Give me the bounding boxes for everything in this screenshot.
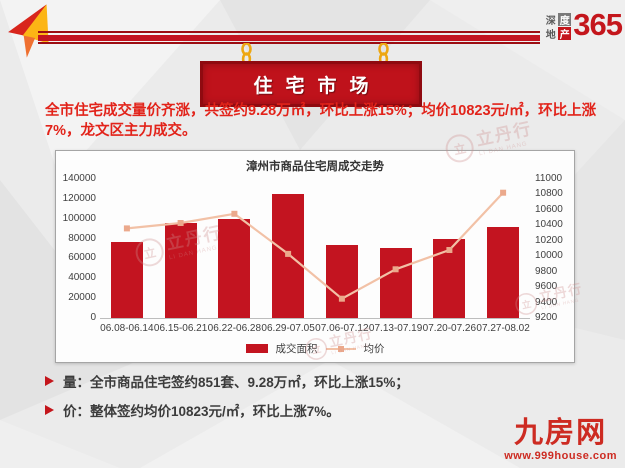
arrow-bullet-icon: [45, 376, 54, 386]
line-legend-label: 均价: [363, 343, 385, 355]
axis-tick-label: 10600: [535, 203, 563, 215]
axis-tick-label: 9200: [535, 312, 558, 323]
chart-title: 漳州市商品住宅周成交走势: [246, 161, 384, 173]
chart-plot-area: [100, 179, 530, 319]
axis-tick-label: 10800: [535, 188, 563, 200]
jiufangwang-logo: 九房网 www.999house.com: [504, 417, 617, 463]
axis-tick-label: 0: [90, 312, 96, 323]
bullet-price: 价：整体签约均价10823元/㎡，环比上涨7%。: [45, 400, 585, 420]
axis-tick-label: 40000: [68, 272, 96, 284]
line-marker: [285, 250, 292, 257]
axis-tick-label: 100000: [62, 212, 96, 224]
line-marker: [123, 225, 130, 232]
axis-tick-label: 9400: [535, 296, 558, 308]
section-banner: 住宅市场: [200, 61, 422, 107]
axis-tick-label: 10000: [535, 250, 563, 262]
axis-tick-label: 80000: [68, 232, 96, 244]
bar-series: [100, 179, 530, 318]
x-axis-label: 06.29-07.05: [261, 323, 315, 334]
bar: [325, 244, 358, 318]
line-marker: [500, 189, 507, 196]
x-axis-label: 07.27-08.02: [476, 323, 530, 334]
header-rule: [38, 31, 540, 44]
chart-legend: 成交面积 均价: [56, 341, 574, 356]
x-axis-label: 07.06-07.12: [315, 323, 369, 334]
bar: [218, 218, 251, 318]
line-marker: [177, 220, 184, 226]
bar: [487, 226, 520, 318]
site-url: www.999house.com: [504, 450, 617, 462]
bar: [379, 247, 412, 318]
line-marker: [231, 210, 238, 217]
line-series: [123, 189, 507, 302]
x-axis-label: 07.13-07.19: [368, 323, 423, 334]
bullet-text: 价：整体签约均价10823元/㎡，环比上涨7%。: [63, 404, 340, 419]
axis-tick-label: 120000: [62, 192, 96, 204]
bar-legend-swatch: [245, 344, 268, 353]
logo-char: 地: [545, 30, 556, 41]
axis-tick-label: 9600: [535, 281, 558, 293]
bar: [164, 222, 197, 318]
axis-tick-label: 11000: [535, 173, 563, 184]
logo-char: 产: [558, 27, 572, 41]
axis-tick-label: 20000: [68, 292, 96, 304]
x-axis-label: 07.20-07.26: [422, 323, 477, 334]
logo-char: 度: [558, 13, 572, 27]
axis-tick-label: 9800: [535, 265, 558, 277]
key-points: 量：全市商品住宅签约851套、9.28万㎡，环比上涨15%； 价：整体签约均价1…: [45, 371, 585, 429]
axis-tick-label: 140000: [62, 173, 96, 184]
axis-tick-label: 10400: [535, 219, 563, 231]
paper-plane-arrow-icon: [6, 2, 58, 60]
bullet-volume: 量：全市商品住宅签约851套、9.28万㎡，环比上涨15%；: [45, 371, 585, 391]
x-axis-label: 06.15-06.21: [153, 323, 208, 334]
chart-panel: 漳州市商品住宅周成交走势 0 20000 40000 60000 80000 100000…: [55, 150, 575, 363]
logo-characters: 深 度 地 产: [544, 13, 572, 41]
axis-tick-label: 10200: [535, 234, 563, 246]
summary-paragraph: 全市住宅成交量价齐涨，共签约9.28万㎡，环比上涨15%；均价10823元/㎡，…: [45, 103, 597, 139]
site-name: 九房网: [514, 417, 608, 449]
logo-number: 365: [573, 7, 623, 42]
bar: [110, 241, 143, 318]
bar-legend-label: 成交面积: [275, 343, 318, 355]
axis-tick-label: 60000: [68, 252, 96, 264]
line-marker: [392, 266, 399, 273]
logo-char: 深: [545, 16, 556, 27]
x-axis-label: 06.08-06.14: [100, 323, 154, 334]
arrow-bullet-icon: [45, 405, 54, 415]
line-legend-swatch: [325, 345, 356, 352]
line-marker: [446, 247, 453, 253]
section-title: 住宅市场: [253, 75, 382, 97]
x-axis-labels: 06.08-06.14 06.15-06.21 06.22-06.28 06.29-0…: [100, 323, 530, 334]
line-marker: [338, 295, 345, 302]
x-axis-label: 06.22-06.28: [207, 323, 262, 334]
shendu-dichan-365-logo: 深 度 地 产 365: [544, 7, 623, 42]
bullet-text: 量：全市商品住宅签约851套、9.28万㎡，环比上涨15%；: [63, 375, 409, 390]
